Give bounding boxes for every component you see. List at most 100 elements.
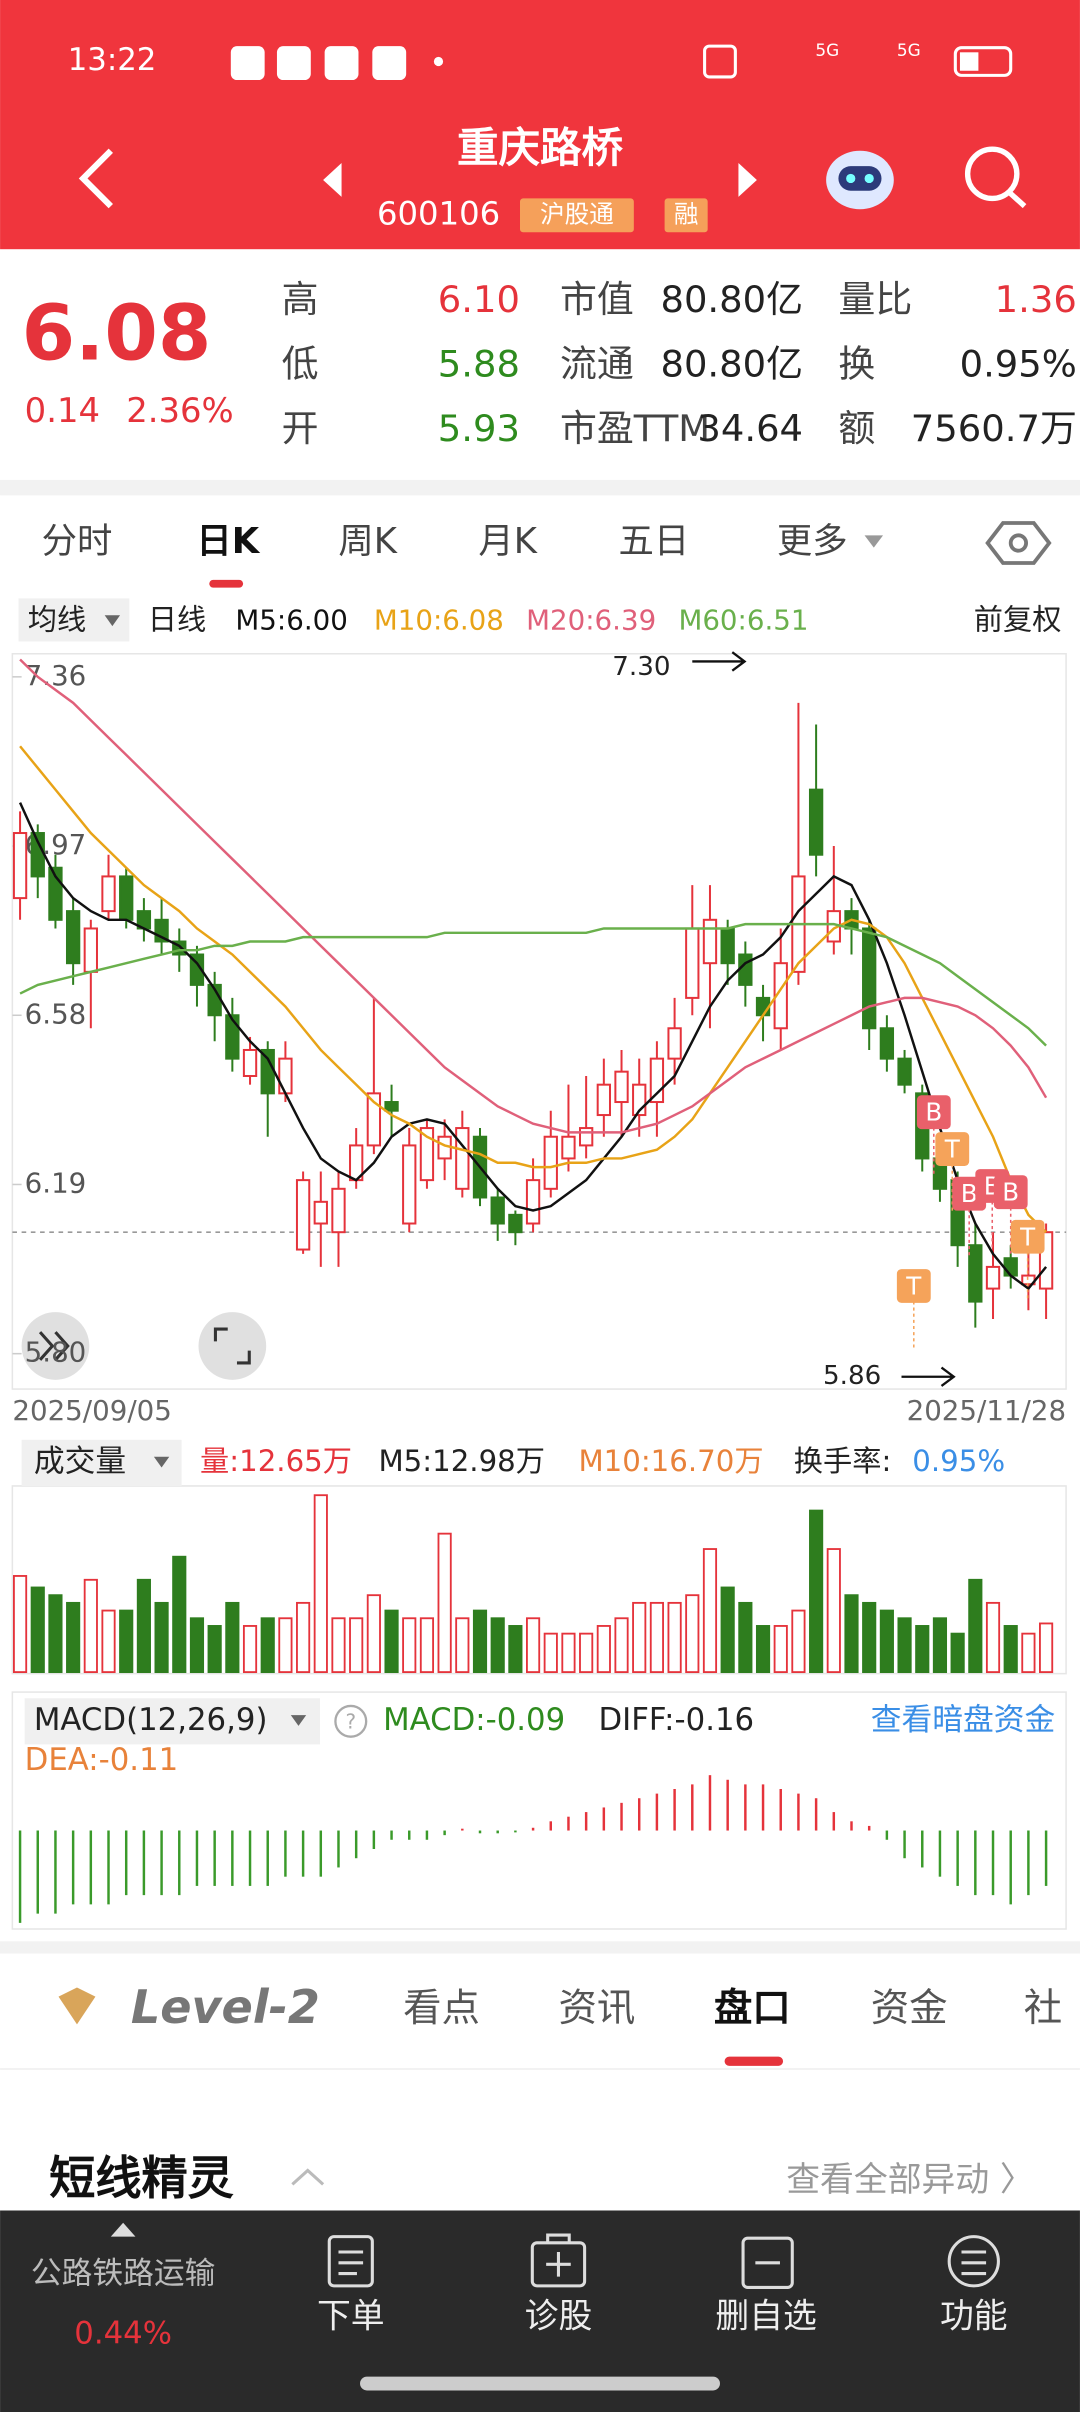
low-annotation: 5.86: [823, 1361, 881, 1391]
annotation-arrow: [692, 651, 747, 672]
volume-bar: [649, 1601, 664, 1674]
volume-bar: [402, 1617, 417, 1674]
section-link[interactable]: 查看全部异动 〉: [786, 2160, 1034, 2199]
help-icon[interactable]: [334, 1704, 368, 1738]
ma-line: [19, 922, 1047, 1047]
collapse-icon[interactable]: [291, 2168, 325, 2186]
chart-tab: 分时: [42, 521, 113, 562]
chart-tab: 月K: [478, 521, 537, 562]
section-tab: 盘口: [714, 1986, 791, 2031]
field-label: 流通: [560, 343, 634, 386]
candle-body: [879, 1027, 895, 1060]
dark-pool-link[interactable]: 查看暗盘资金: [871, 1702, 1056, 1738]
nav-item[interactable]: 下单: [317, 2297, 385, 2336]
field-value: 1.36: [995, 278, 1077, 321]
candle-body: [119, 875, 134, 921]
section-tab: Level-2: [131, 1980, 320, 2034]
vol-selector-bg[interactable]: [21, 1439, 182, 1486]
nav-item[interactable]: 删自选: [715, 2297, 816, 2336]
volume-bar: [30, 1586, 45, 1674]
stock-tag: 沪股通: [540, 199, 614, 228]
sector-change: 0.44%: [74, 2316, 172, 2352]
search-icon[interactable]: [964, 146, 1027, 209]
divider: [0, 1941, 1080, 1954]
macd-value: MACD:-0.09: [383, 1702, 565, 1738]
trade-marker-bg: [993, 1175, 1028, 1210]
candle-body: [225, 1014, 240, 1060]
volume-bar: [844, 1594, 859, 1674]
home-indicator: [360, 2376, 720, 2391]
volume-bar: [985, 1601, 1001, 1674]
candle-body: [738, 953, 753, 986]
volume-bar: [1039, 1622, 1054, 1674]
legend-entry: M20:6.39: [526, 603, 656, 636]
nav-item[interactable]: 诊股: [525, 2297, 593, 2336]
candle-body: [295, 1179, 311, 1251]
chart-tab: 更多: [777, 521, 848, 562]
candle-body: [402, 1144, 417, 1225]
trade-marker-bg: [1010, 1219, 1045, 1254]
volume-ma: M10:16.70万: [578, 1444, 763, 1478]
candle-body: [490, 1196, 505, 1225]
volume-bar: [968, 1578, 983, 1674]
volume-bar: [755, 1625, 771, 1674]
field-value: 6.10: [438, 278, 520, 321]
candle-body: [366, 1092, 382, 1147]
back-button[interactable]: [78, 148, 113, 209]
candle-body: [543, 1135, 558, 1190]
volume-bar: [242, 1625, 258, 1674]
robot-icon[interactable]: [826, 150, 894, 210]
stock-name: 重庆路桥: [457, 123, 624, 172]
volume-bar: [136, 1578, 151, 1674]
candle-body: [808, 788, 824, 856]
candle-body: [65, 910, 81, 965]
volume-bar: [720, 1586, 735, 1674]
y-tick-label: 5.80: [25, 1336, 87, 1369]
macd-selector: MACD(12,26,9): [34, 1702, 268, 1738]
volume-bar: [83, 1578, 98, 1674]
volume-bar: [384, 1609, 399, 1674]
volume-bar: [419, 1617, 435, 1674]
volume-bar: [101, 1609, 116, 1674]
volume-ma: M5:12.98万: [378, 1444, 545, 1478]
section-tab: 社: [1024, 1986, 1062, 2031]
trade-marker-bg: [935, 1132, 970, 1167]
volume-bar: [472, 1609, 488, 1674]
candle-body: [278, 1057, 293, 1095]
candle-body: [720, 927, 735, 965]
fullscreen-button[interactable]: [198, 1312, 267, 1380]
candle-body: [525, 1179, 541, 1225]
macd-selector-bg[interactable]: [24, 1698, 321, 1745]
expand-button[interactable]: [21, 1312, 90, 1380]
volume-bar: [1021, 1632, 1036, 1674]
active-tab-indicator: [209, 579, 244, 588]
price-change: 0.14: [25, 391, 100, 430]
volume-bar: [437, 1532, 452, 1674]
settings-icon[interactable]: [985, 521, 1052, 565]
volume-bar: [950, 1632, 965, 1674]
volume-bar: [809, 1509, 824, 1674]
dropdown-arrow: [290, 1715, 307, 1726]
next-stock[interactable]: [738, 163, 757, 197]
trade-marker: B: [1002, 1178, 1019, 1207]
field-label: 换: [838, 343, 875, 386]
volume-bar: [455, 1617, 470, 1674]
nav-item[interactable]: 功能: [940, 2297, 1008, 2336]
candle-body: [83, 927, 98, 973]
chart-tab: 日K: [196, 521, 260, 562]
prev-stock[interactable]: [323, 163, 342, 197]
field-label: 市值: [560, 278, 634, 321]
tag-box: [664, 198, 708, 233]
status-icons: [230, 44, 737, 80]
candle-body: [667, 1027, 682, 1060]
volume-bar: [702, 1548, 718, 1674]
volume-bar: [313, 1494, 328, 1674]
candle-body: [578, 1127, 594, 1147]
volume-bar: [826, 1548, 841, 1674]
volume-bar: [331, 1617, 346, 1674]
status-network: 5G: [815, 40, 839, 60]
volume-bar: [632, 1601, 647, 1674]
expand-arrow[interactable]: [110, 2222, 136, 2237]
y-tick-label: 7.36: [25, 659, 87, 692]
